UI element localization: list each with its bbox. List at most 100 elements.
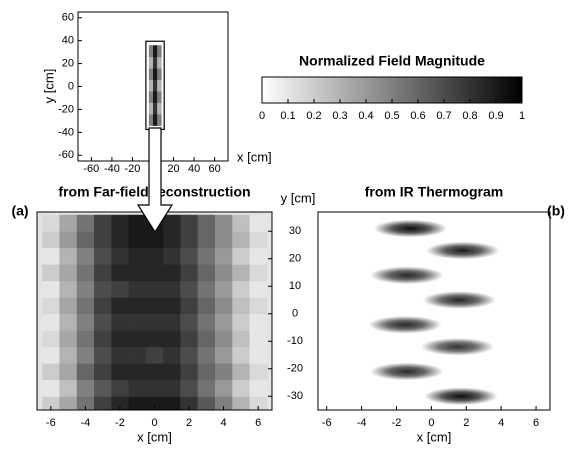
heat-cell [76, 396, 95, 410]
heat-cell [76, 313, 95, 331]
heat-cell [163, 280, 181, 298]
x-tick-label: 0.9 [488, 110, 503, 122]
heat-cell [249, 280, 268, 298]
heat-cell [145, 247, 164, 265]
heat-cell [76, 363, 95, 381]
heat-cell [197, 330, 216, 348]
heat-cell [145, 363, 164, 381]
heat-cell [128, 247, 147, 265]
heat-cell [145, 313, 164, 331]
heat-cell [232, 313, 250, 331]
heat-cell [163, 379, 181, 397]
heat-cell [42, 396, 60, 410]
heat-cell [232, 379, 250, 397]
y-tick-label: 30 [289, 225, 301, 237]
heat-cell [232, 280, 250, 298]
heat-cell [59, 231, 78, 249]
heat-cell [42, 247, 60, 265]
heat-cell [197, 379, 216, 397]
heat-cell [249, 247, 268, 265]
heat-cell [59, 247, 78, 265]
heat-cell [128, 396, 147, 410]
heat-cell [214, 363, 233, 381]
heat-cell [111, 346, 129, 364]
heat-cell [111, 280, 129, 298]
hot-spot [424, 387, 498, 406]
heat-cell [76, 264, 95, 282]
heat-cell [197, 396, 216, 410]
heat-cell [145, 231, 164, 249]
heat-cell [153, 91, 158, 103]
heat-cell [42, 264, 60, 282]
heat-cell [197, 231, 216, 249]
heat-cell [128, 297, 147, 315]
y-tick-label: 0 [68, 80, 74, 92]
x-tick-label: -6 [46, 417, 56, 429]
panel-label: (a) [11, 203, 28, 219]
heat-cell [42, 330, 60, 348]
x-axis-label: x [cm] [417, 429, 452, 444]
heat-cell [94, 231, 112, 249]
hot-spot [422, 291, 496, 309]
heat-cell [145, 396, 164, 410]
hot-spot [373, 219, 448, 238]
heat-cell [153, 114, 158, 126]
heat-cell [128, 214, 147, 232]
heat-cell [111, 379, 129, 397]
y-tick-label: 20 [289, 253, 301, 265]
heat-cell [163, 330, 181, 348]
heat-cell [157, 45, 162, 58]
heat-cell [94, 214, 112, 232]
x-tick-label: 0 [259, 110, 265, 122]
heat-cell [163, 297, 181, 315]
x-tick-label: 0.7 [436, 110, 451, 122]
frame [317, 211, 551, 411]
heat-cell [128, 280, 147, 298]
heat-cell [163, 313, 181, 331]
heat-cell [157, 114, 162, 126]
heat-cell [180, 231, 199, 249]
x-tick-label: 0.5 [384, 110, 399, 122]
heat-cell [157, 56, 162, 69]
x-tick-label: 0.1 [280, 110, 295, 122]
x-tick-label: 0.6 [410, 110, 425, 122]
x-tick-label: 60 [209, 163, 221, 175]
arrow [136, 127, 174, 234]
heat-cell [197, 247, 216, 265]
heat-cell [42, 313, 60, 331]
heat-cell [180, 330, 199, 348]
heat-cell [94, 330, 112, 348]
heat-cell [145, 264, 164, 282]
heat-cell [197, 214, 216, 232]
heat-cell [180, 280, 199, 298]
panel-label: (b) [547, 203, 565, 219]
heat-cell [249, 231, 268, 249]
heat-cell [214, 247, 233, 265]
heat-cell [128, 379, 147, 397]
heat-cell [249, 214, 268, 232]
heat-cell [148, 45, 154, 58]
heat-cell [232, 214, 250, 232]
heat-cell [249, 346, 268, 364]
y-tick-label: -30 [287, 390, 303, 402]
x-tick-label: -2 [392, 417, 402, 429]
heat-cell [232, 231, 250, 249]
heat-cell [153, 68, 158, 81]
y-tick-label: -40 [58, 126, 74, 138]
heat-cell [214, 379, 233, 397]
heat-cell [128, 363, 147, 381]
heat-cell [197, 313, 216, 331]
heat-cell [111, 247, 129, 265]
heat-cell [157, 102, 162, 115]
heat-cell [214, 264, 233, 282]
heat-cell [59, 280, 78, 298]
heat-cell [94, 363, 112, 381]
x-tick-label: 0.8 [462, 110, 477, 122]
heat-cell [232, 247, 250, 265]
y-axis-label: y [cm] [41, 69, 56, 104]
x-tick-label: -40 [104, 163, 120, 175]
heat-cell [145, 346, 164, 364]
heat-cell [197, 264, 216, 282]
